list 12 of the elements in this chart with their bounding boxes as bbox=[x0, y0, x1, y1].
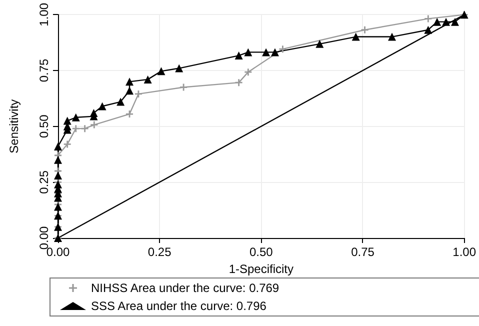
x-tick-label: 0.25 bbox=[148, 245, 172, 259]
legend-label: SSS Area under the curve: 0.796 bbox=[91, 299, 267, 313]
x-axis-title: 1-Specificity bbox=[228, 262, 294, 276]
y-tick-label: 0.50 bbox=[37, 114, 51, 138]
y-tick-label: 1.00 bbox=[37, 2, 51, 26]
y-tick-label: 0.75 bbox=[37, 58, 51, 82]
x-tick-label: 0.50 bbox=[249, 245, 274, 259]
x-tick-label: 0.75 bbox=[351, 245, 375, 259]
legend-label: NIHSS Area under the curve: 0.769 bbox=[91, 281, 280, 295]
y-axis-title: Sensitivity bbox=[7, 99, 21, 154]
x-tick-label: 1.00 bbox=[452, 245, 476, 259]
y-tick-label: 0.25 bbox=[37, 170, 51, 194]
